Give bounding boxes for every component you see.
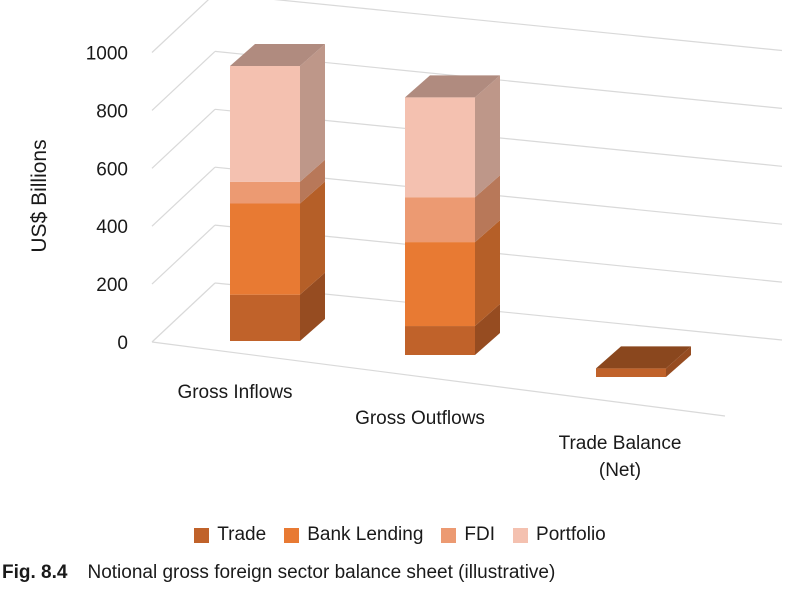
bar-top-portfolio [405,75,500,98]
bar-side-fdi [300,159,325,204]
bar-top-portfolio [230,43,325,66]
gridline-back [273,0,783,52]
bar-bank-lending [230,203,300,295]
bar-trade [230,294,300,341]
legend-swatch [441,527,457,543]
figure-caption-text: Notional gross foreign sector balance sh… [87,562,556,583]
legend-swatch [194,527,210,543]
y-tick-label: 200 [96,275,128,296]
legend-label: Trade [217,524,267,545]
bar-side-portfolio [300,43,325,182]
legend-label: Bank Lending [307,524,424,545]
y-tick-label: 1000 [86,44,128,65]
y-axis-ticks: 0 200 400 600 800 1000 [86,44,128,355]
bar-side-fdi [475,175,500,243]
bar-trade [405,326,475,355]
floor-edge-left [151,282,216,343]
bar-portfolio [230,65,300,182]
gridline-side [151,224,216,285]
legend: Trade Bank Lending FDI Portfolio [0,524,800,549]
bar-side-bank-lending [475,220,500,327]
y-tick-label: 0 [117,333,128,354]
gridline-side [151,50,216,111]
legend-swatch [284,527,300,543]
x-category-label: (Net) [599,460,641,481]
figure-caption: Fig. 8.4 Notional gross foreign sector ba… [2,562,555,584]
bar-side-trade [666,346,691,377]
gridline-side [151,108,216,169]
bar-fdi [405,197,475,243]
bar-bank-lending [405,242,475,327]
legend-item: Bank Lending [284,524,423,546]
bar-fdi [230,181,300,204]
bar-trade [596,368,666,377]
bar-top-trade [596,346,691,369]
legend-label: FDI [464,524,496,545]
legend-item: Trade [194,524,266,546]
figure-number: Fig. 8.4 [2,562,68,583]
stacked-3d-bar-chart: 0 200 400 600 800 1000 US$ Billions Gross Inf… [28,0,783,481]
bar-side-trade [475,304,500,355]
bars [230,43,691,377]
floor-edge-front [151,341,726,417]
legend-swatch [513,527,529,543]
gridline-side [151,0,209,53]
bar-side-bank-lending [300,181,325,295]
y-axis-label: US$ Billions [28,139,51,252]
legend-item: Portfolio [513,524,606,546]
legend-label: Portfolio [536,524,606,545]
category-labels: Gross Inflows Gross Outflows Trade Balance… [177,382,681,481]
y-tick-label: 600 [96,159,128,180]
bar-side-trade [300,272,325,341]
y-tick-label: 800 [96,101,128,122]
bar-portfolio [405,97,475,198]
bar-side-portfolio [475,75,500,198]
gridline-side [151,166,216,227]
x-category-label: Gross Outflows [355,408,485,429]
x-category-label: Gross Inflows [177,382,292,403]
y-tick-label: 400 [96,217,128,238]
legend-item: FDI [441,524,495,546]
x-category-label: Trade Balance [559,433,682,454]
